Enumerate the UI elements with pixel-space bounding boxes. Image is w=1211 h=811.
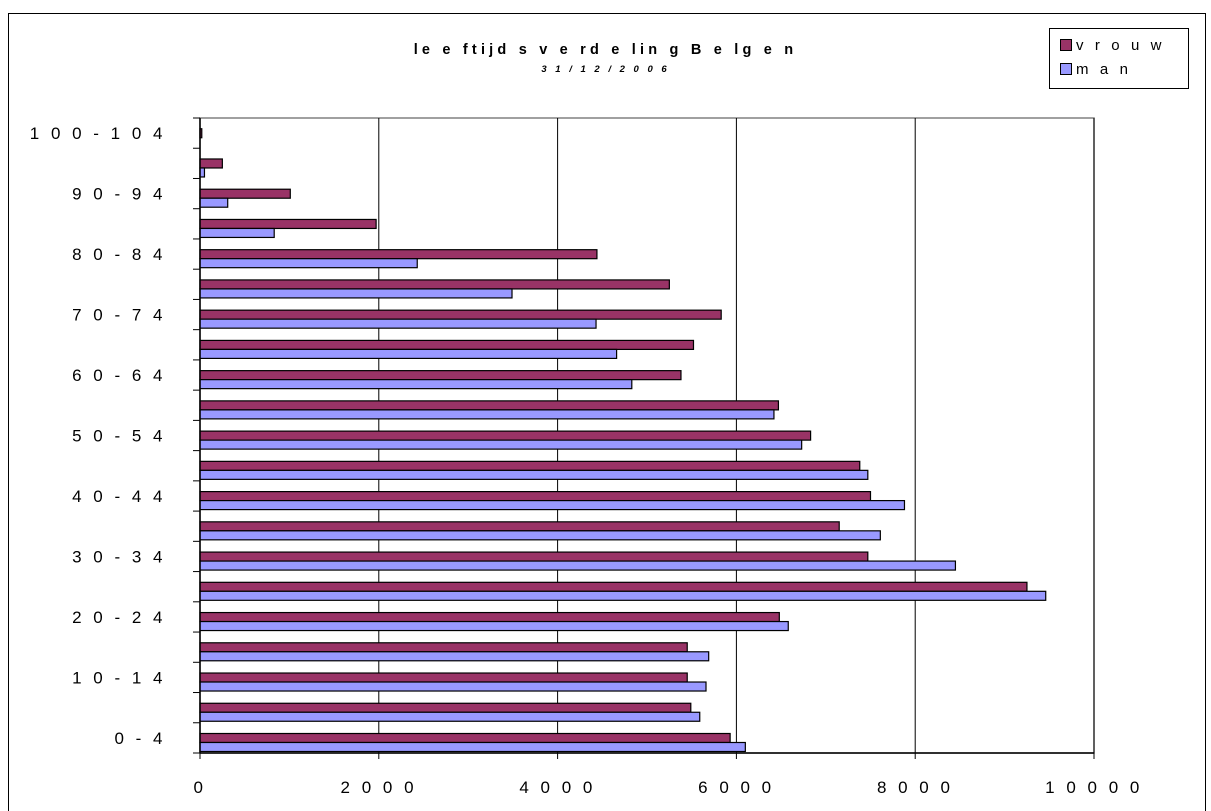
bar-vrouw bbox=[199, 460, 861, 471]
legend-item-man: m a n bbox=[1060, 59, 1132, 79]
bar-man bbox=[199, 499, 906, 511]
bar-vrouw bbox=[199, 430, 812, 441]
bar-vrouw bbox=[199, 339, 695, 351]
bar-man bbox=[199, 530, 881, 541]
bar-vrouw bbox=[199, 642, 688, 653]
bar-man bbox=[199, 681, 707, 692]
legend-swatch-man bbox=[1060, 63, 1072, 75]
chart-title: le e ftijd s v e rd e lin g B e lg e n bbox=[413, 42, 798, 58]
y-tick-label: 6 0 - 6 4 bbox=[72, 366, 166, 385]
legend-label-vrouw: v r o u w bbox=[1076, 36, 1166, 54]
chart-subtitle: 3 1 / 1 2 / 2 0 0 6 bbox=[541, 64, 670, 75]
bar-man bbox=[199, 197, 229, 208]
legend: v r o u w m a n bbox=[1049, 28, 1189, 89]
bar-vrouw bbox=[199, 218, 377, 230]
bar-man bbox=[199, 318, 597, 329]
bar-man bbox=[199, 590, 1047, 601]
bar-vrouw bbox=[199, 370, 682, 381]
x-tick-label: 0 bbox=[194, 778, 207, 797]
bar-man bbox=[199, 288, 513, 299]
bar-vrouw bbox=[199, 279, 670, 290]
bar-vrouw bbox=[199, 611, 780, 623]
bar-vrouw bbox=[199, 581, 1028, 592]
x-tick-label: 2 0 0 0 bbox=[341, 778, 418, 797]
y-tick-label: 4 0 - 4 4 bbox=[72, 487, 166, 506]
bar-man bbox=[199, 379, 633, 390]
bar-vrouw bbox=[199, 672, 688, 683]
bar-man bbox=[199, 469, 869, 480]
bar-man bbox=[199, 560, 957, 571]
bar-man bbox=[199, 258, 418, 269]
bar-man bbox=[199, 651, 710, 662]
y-tick-label: 7 0 - 7 4 bbox=[72, 306, 166, 325]
y-tick-label: 1 0 - 1 4 bbox=[72, 668, 166, 687]
bar-vrouw bbox=[199, 249, 598, 260]
bar-vrouw bbox=[199, 400, 780, 411]
bar-man bbox=[199, 439, 803, 450]
y-tick-label: 5 0 - 5 4 bbox=[72, 427, 166, 446]
bar-vrouw bbox=[199, 702, 692, 713]
y-tick-label: 1 0 0 - 1 0 4 bbox=[30, 124, 166, 143]
bar-man bbox=[199, 620, 789, 632]
y-tick-label: 9 0 - 9 4 bbox=[72, 185, 166, 204]
y-tick-label: 8 0 - 8 4 bbox=[72, 245, 166, 264]
bar-vrouw bbox=[199, 732, 731, 744]
x-tick-label: 6 0 0 0 bbox=[698, 778, 775, 797]
bar-vrouw bbox=[199, 188, 291, 199]
y-tick-label: 3 0 - 3 4 bbox=[72, 547, 166, 566]
legend-label-man: m a n bbox=[1076, 60, 1132, 78]
bar-man bbox=[199, 227, 275, 239]
bar-vrouw bbox=[199, 158, 223, 169]
bar-man bbox=[199, 348, 618, 360]
legend-swatch-vrouw bbox=[1060, 39, 1072, 51]
y-tick-label: 2 0 - 2 4 bbox=[72, 608, 166, 627]
bar-vrouw bbox=[199, 521, 840, 532]
bar-man bbox=[199, 741, 746, 753]
y-tick-label: 0 - 4 bbox=[114, 729, 166, 748]
bar-man bbox=[199, 711, 701, 722]
bar-vrouw bbox=[199, 309, 722, 320]
bar-man bbox=[199, 409, 775, 420]
x-tick-label: 4 0 0 0 bbox=[519, 778, 596, 797]
legend-item-vrouw: v r o u w bbox=[1060, 35, 1165, 55]
x-tick-label: 8 0 0 0 bbox=[877, 778, 954, 797]
x-tick-label: 1 0 0 0 0 bbox=[1045, 778, 1143, 797]
bar-vrouw bbox=[199, 490, 872, 502]
bar-vrouw bbox=[199, 551, 869, 562]
chart-area bbox=[8, 13, 1206, 811]
